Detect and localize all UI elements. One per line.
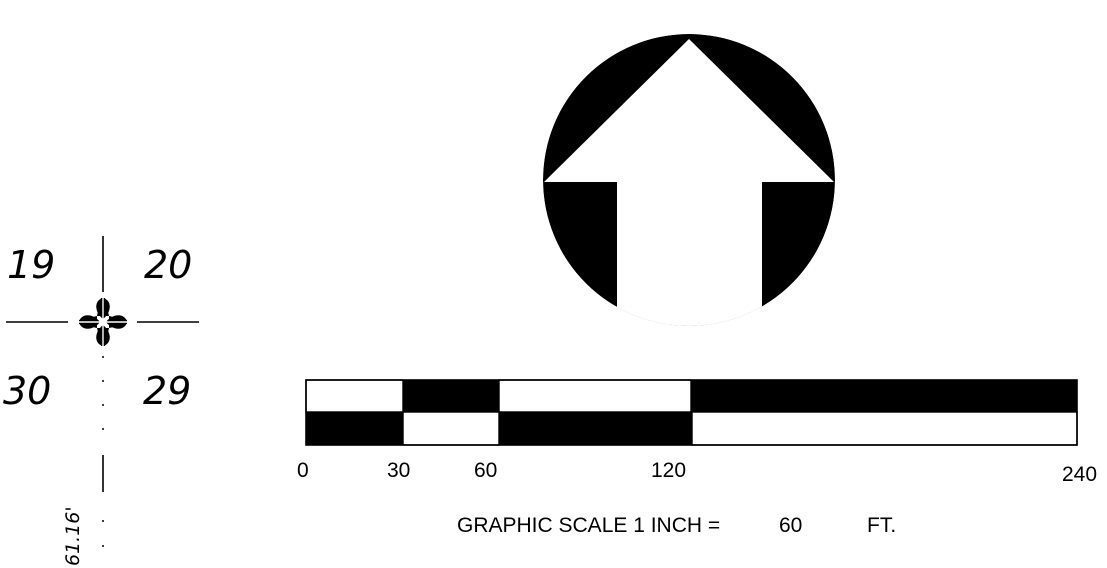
section-number-30: 30 — [3, 369, 51, 413]
scale-caption: GRAPHIC SCALE 1 INCH = 60 FT. — [457, 514, 896, 537]
scale-segment — [306, 412, 403, 445]
scale-segment — [402, 411, 500, 446]
scale-bar-outline — [305, 379, 1078, 446]
section-number-20: 20 — [144, 243, 192, 287]
scale-segment — [691, 411, 1078, 446]
scale-tick-label: 30 — [387, 459, 410, 482]
section-corner-monument-icon — [79, 298, 127, 346]
section-corner: 19 20 30 29 61.16' — [3, 236, 199, 566]
scale-segment — [499, 412, 692, 445]
section-number-19: 19 — [7, 243, 55, 287]
section-number-29: 29 — [143, 369, 191, 413]
scale-tick-label: 60 — [474, 459, 497, 482]
scale-segment — [403, 380, 499, 412]
north-arrow-icon — [543, 34, 835, 326]
scale-segment — [498, 379, 692, 413]
scale-caption-prefix: GRAPHIC SCALE 1 INCH = — [457, 514, 720, 537]
scale-tick-label: 240 — [1062, 463, 1097, 486]
scale-tick-label: 120 — [651, 459, 686, 482]
graphic-scale: 0 30 60 120 240 GRAPHIC SCALE 1 INCH = 6… — [297, 379, 1097, 537]
scale-caption-value: 60 — [779, 514, 802, 537]
dimension-label: 61.16' — [62, 506, 84, 566]
scale-segment — [691, 380, 1077, 412]
scale-segment — [305, 379, 404, 413]
scale-tick-label: 0 — [297, 459, 309, 482]
section-line-south-dotted — [102, 356, 104, 547]
scale-caption-unit: FT. — [867, 514, 896, 537]
